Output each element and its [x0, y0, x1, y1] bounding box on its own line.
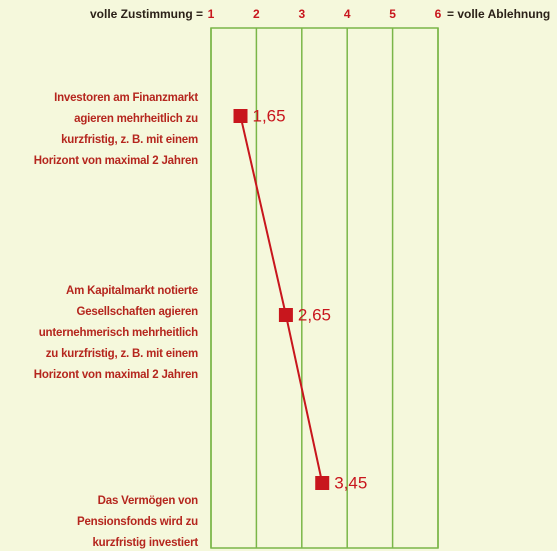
x-tick-label: 5 [389, 7, 396, 21]
x-label-left: volle Zustimmung = [90, 7, 203, 21]
marker [278, 308, 293, 322]
plot-frame [210, 27, 439, 549]
value-label: 1,65 [253, 106, 286, 125]
x-tick-label: 3 [298, 7, 305, 21]
line [239, 115, 324, 484]
value-label: 3,45 [334, 473, 367, 492]
category-label: Investoren am Finanzmarkt agieren mehrhe… [33, 92, 198, 167]
category-label: Das Vermögen von Pensionsfonds wird zu k… [76, 495, 198, 549]
x-tick-label: 4 [344, 7, 351, 21]
category-label: Am Kapitalmarkt notierte Gesellschaften … [33, 285, 198, 381]
x-label-right: = volle Ablehnung [447, 7, 550, 21]
marker [315, 476, 330, 490]
value-label: 2,65 [298, 305, 331, 324]
marker [233, 109, 248, 123]
x-tick-label: 1 [208, 7, 215, 21]
x-tick-label: 6 [435, 7, 442, 21]
x-tick-label: 2 [253, 7, 260, 21]
